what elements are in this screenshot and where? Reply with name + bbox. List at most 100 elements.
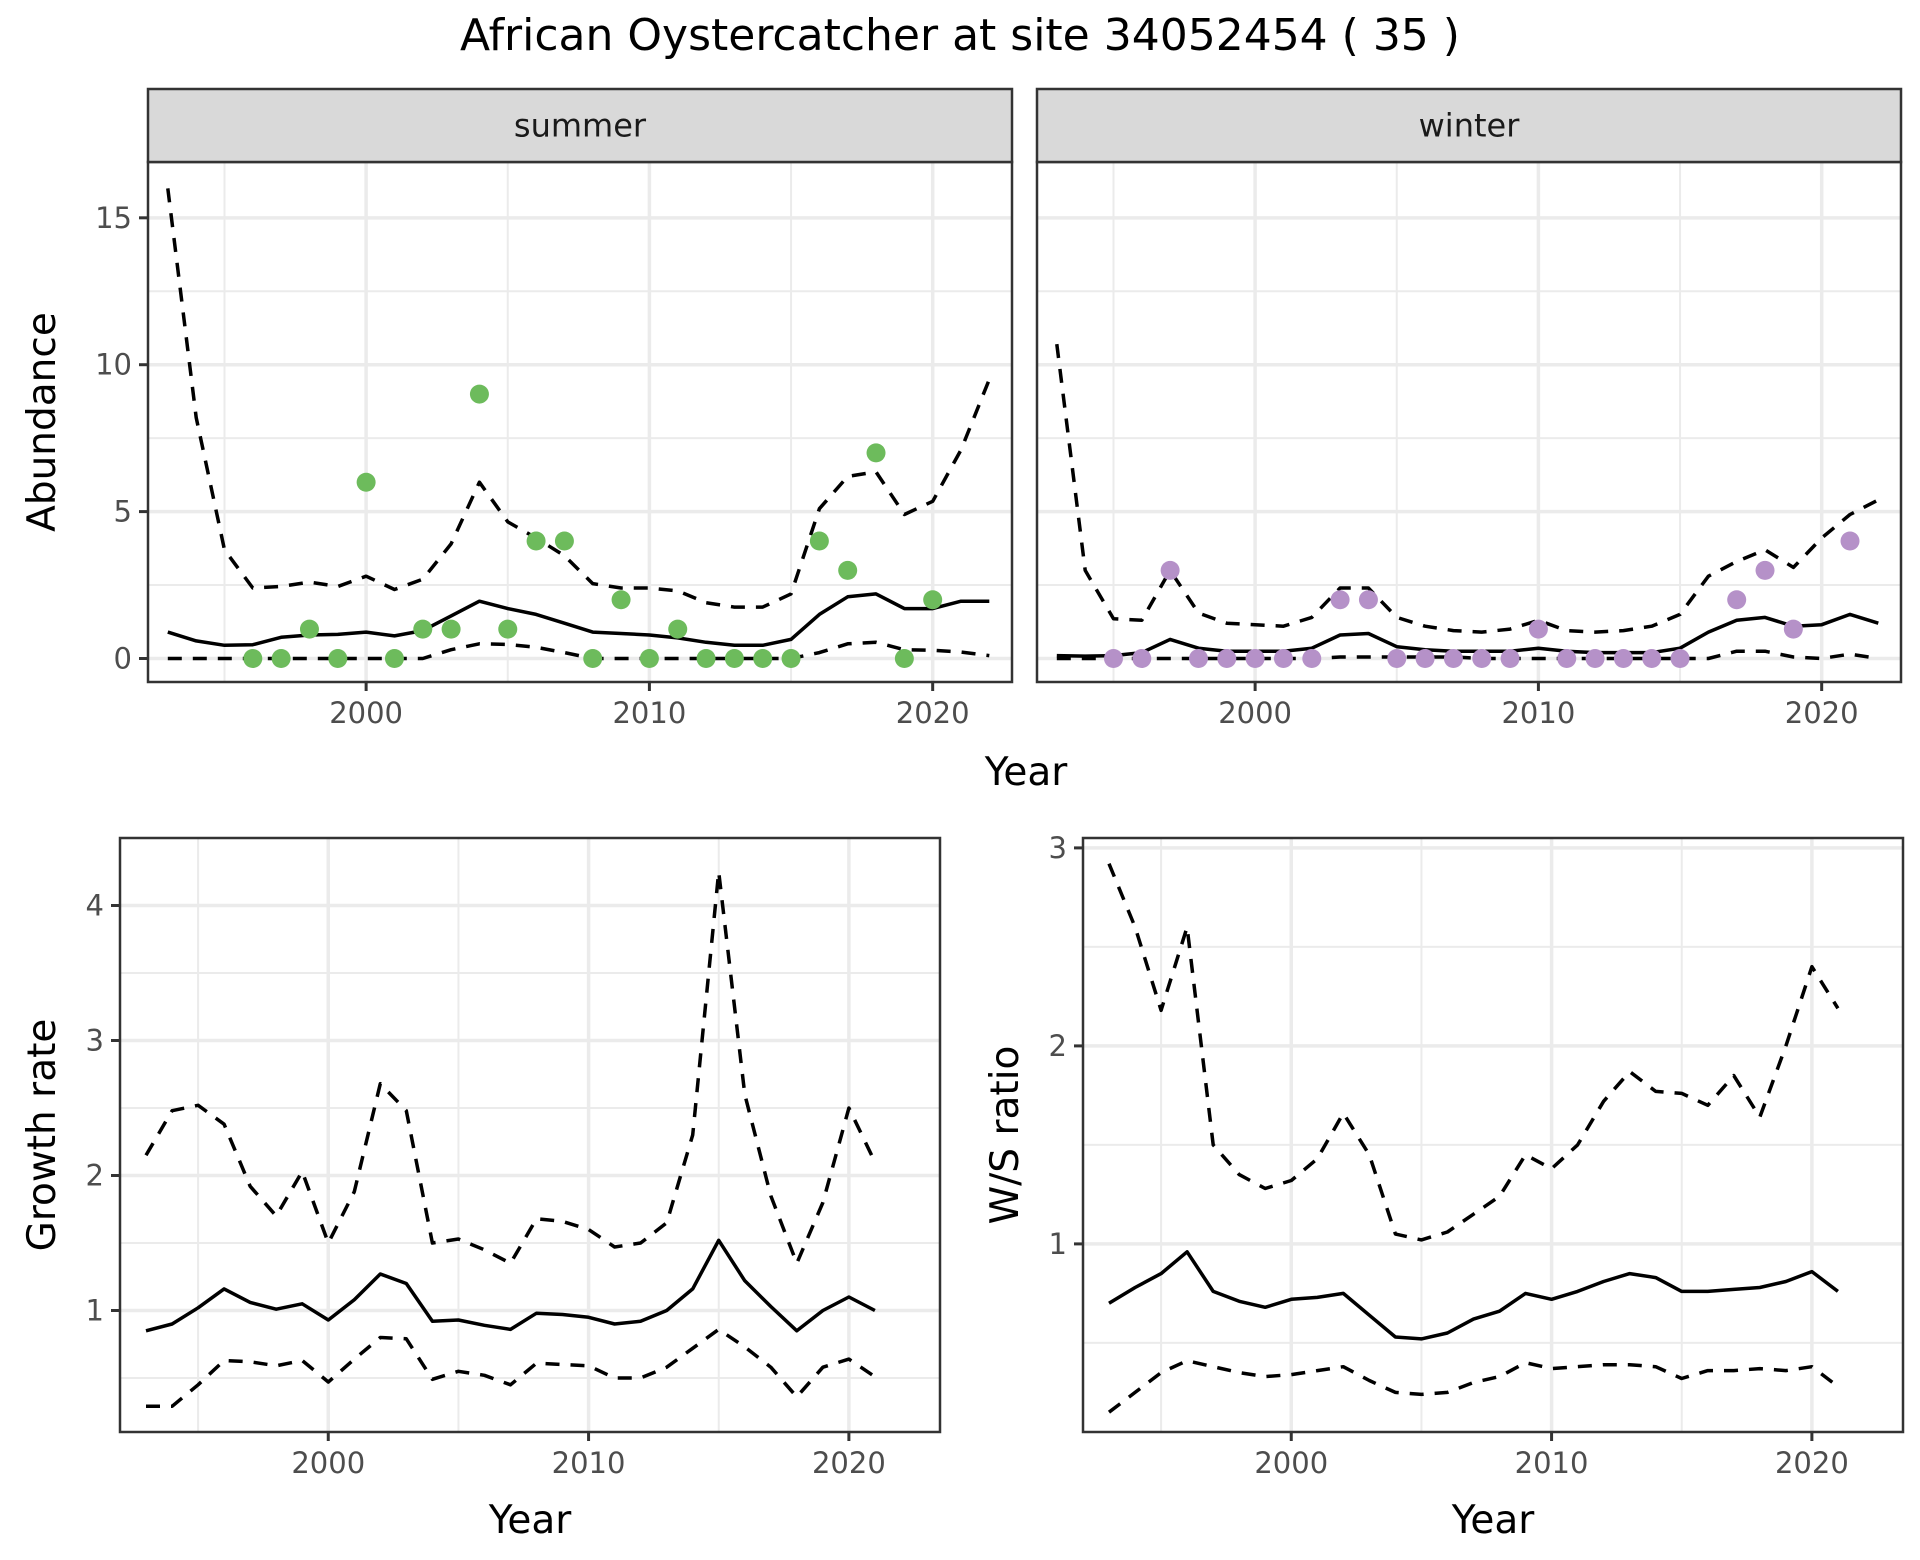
winter-data-point [1217, 648, 1237, 668]
summer-data-point [639, 648, 659, 668]
growth-series-upper-line [144, 870, 877, 1266]
ws_ratio-series-lower-line [1107, 1358, 1839, 1414]
winter-data-point [1302, 648, 1322, 668]
winter-x-tick-label: 2020 [1785, 696, 1859, 730]
summer-x-tick-label: 2020 [896, 696, 970, 730]
summer-data-point [866, 443, 886, 463]
summer-panel: summer 2000 2010 2020 0 5 10 15 [95, 87, 1014, 730]
winter-data-point [1188, 648, 1208, 668]
growth-panel-border [118, 836, 942, 1434]
summer-data-point [781, 648, 801, 668]
ws_ratio-x-tick-label: 2020 [1775, 1446, 1849, 1480]
growth-y-axis-title: Growth rate [20, 1019, 65, 1252]
summer-data-point [696, 648, 716, 668]
winter-series-mean-line [1056, 612, 1879, 658]
summer-data-point [894, 648, 914, 668]
growth-y-tick-label: 3 [86, 1024, 104, 1058]
figure-title: African Oystercatcher at site 34052454 (… [460, 10, 1460, 61]
summer-data-point [441, 619, 461, 639]
growth-x-axis-title: Year [488, 1498, 573, 1543]
ws_ratio-plot-background [1083, 838, 1903, 1432]
summer-plot-background [148, 162, 1012, 682]
winter-data-point [1245, 648, 1265, 668]
winter-data-point [1613, 648, 1633, 668]
winter-data-point [1585, 648, 1605, 668]
winter-data-point [1670, 648, 1690, 668]
summer-data-point [583, 648, 603, 668]
growth-y-tick-label: 2 [86, 1159, 104, 1193]
summer-data-point [753, 648, 773, 668]
growth-rate-panel: 2000 2010 2020 1 2 3 4 [86, 836, 942, 1480]
winter-data-point [1783, 619, 1803, 639]
summer-data-point [809, 531, 829, 551]
winter-x-tick-label: 2010 [1501, 696, 1575, 730]
summer-y-tick-label: 10 [95, 348, 132, 382]
ws-ratio-panel: 2000 2010 2020 1 2 3 [1049, 831, 1905, 1480]
ws_ratio-series-mean-line [1108, 1250, 1839, 1341]
abundance-y-axis-title: Abundance [20, 312, 65, 532]
winter-data-point [1330, 590, 1350, 610]
top-x-axis-title: Year [984, 750, 1069, 795]
summer-y-tick-label: 0 [114, 641, 132, 675]
winter-data-point [1387, 648, 1407, 668]
growth-series-mean-line [145, 1238, 876, 1333]
winter-data-point [1557, 648, 1577, 668]
winter-data-point [1727, 590, 1747, 610]
summer-y-tick-label: 15 [95, 201, 132, 235]
summer-data-point [724, 648, 744, 668]
summer-data-point [526, 531, 546, 551]
ws_ratio-x-tick-label: 2010 [1515, 1446, 1589, 1480]
summer-data-point [668, 619, 688, 639]
ws_ratio-panel-border [1081, 836, 1905, 1434]
summer-data-point [498, 619, 518, 639]
summer-data-point [271, 648, 291, 668]
winter-data-point [1443, 648, 1463, 668]
growth-series-lower-line [146, 1327, 876, 1409]
summer-data-point [923, 590, 943, 610]
winter-data-point [1415, 648, 1435, 668]
summer-data-point [243, 648, 263, 668]
winter-data-point [1500, 648, 1520, 668]
winter-data-point [1755, 560, 1775, 580]
winter-data-point [1358, 590, 1378, 610]
growth-x-tick-label: 2010 [552, 1446, 626, 1480]
winter-data-point [1103, 648, 1123, 668]
winter-panel: winter 2000 2010 2020 [1035, 87, 1903, 730]
summer-data-point [384, 648, 404, 668]
summer-strip-label: summer [514, 107, 647, 145]
ws_ratio-x-tick-label: 2000 [1254, 1446, 1328, 1480]
winter-data-point [1642, 648, 1662, 668]
summer-data-point [356, 472, 376, 492]
winter-data-point [1528, 619, 1548, 639]
summer-y-tick-label: 5 [114, 495, 132, 529]
winter-data-point [1132, 648, 1152, 668]
ws-y-axis-title: W/S ratio [983, 1046, 1028, 1225]
growth-x-tick-label: 2000 [291, 1446, 365, 1480]
summer-data-point [554, 531, 574, 551]
winter-data-point [1472, 648, 1492, 668]
summer-series-upper-line [166, 188, 991, 609]
winter-plot-background [1037, 162, 1901, 682]
winter-data-point [1840, 531, 1860, 551]
winter-data-point [1160, 560, 1180, 580]
ws_ratio-series-upper-line [1107, 863, 1840, 1242]
growth-y-tick-label: 4 [86, 889, 104, 923]
winter-x-tick-label: 2000 [1218, 696, 1292, 730]
summer-data-point [413, 619, 433, 639]
ws_ratio-y-tick-label: 3 [1049, 831, 1067, 865]
ws_ratio-y-tick-label: 2 [1049, 1029, 1067, 1063]
ws_ratio-y-tick-label: 1 [1049, 1227, 1067, 1261]
winter-series-upper-line [1055, 343, 1880, 634]
ws-x-axis-title: Year [1451, 1498, 1536, 1543]
summer-data-point [469, 384, 489, 404]
summer-strip [146, 87, 1014, 164]
winter-data-point [1273, 648, 1293, 668]
summer-series-lower-line [167, 640, 990, 661]
winter-strip-label: winter [1419, 107, 1521, 145]
summer-data-point [611, 590, 631, 610]
growth-y-tick-label: 1 [86, 1294, 104, 1328]
growth-x-tick-label: 2020 [812, 1446, 886, 1480]
summer-data-point [299, 619, 319, 639]
summer-data-point [328, 648, 348, 668]
